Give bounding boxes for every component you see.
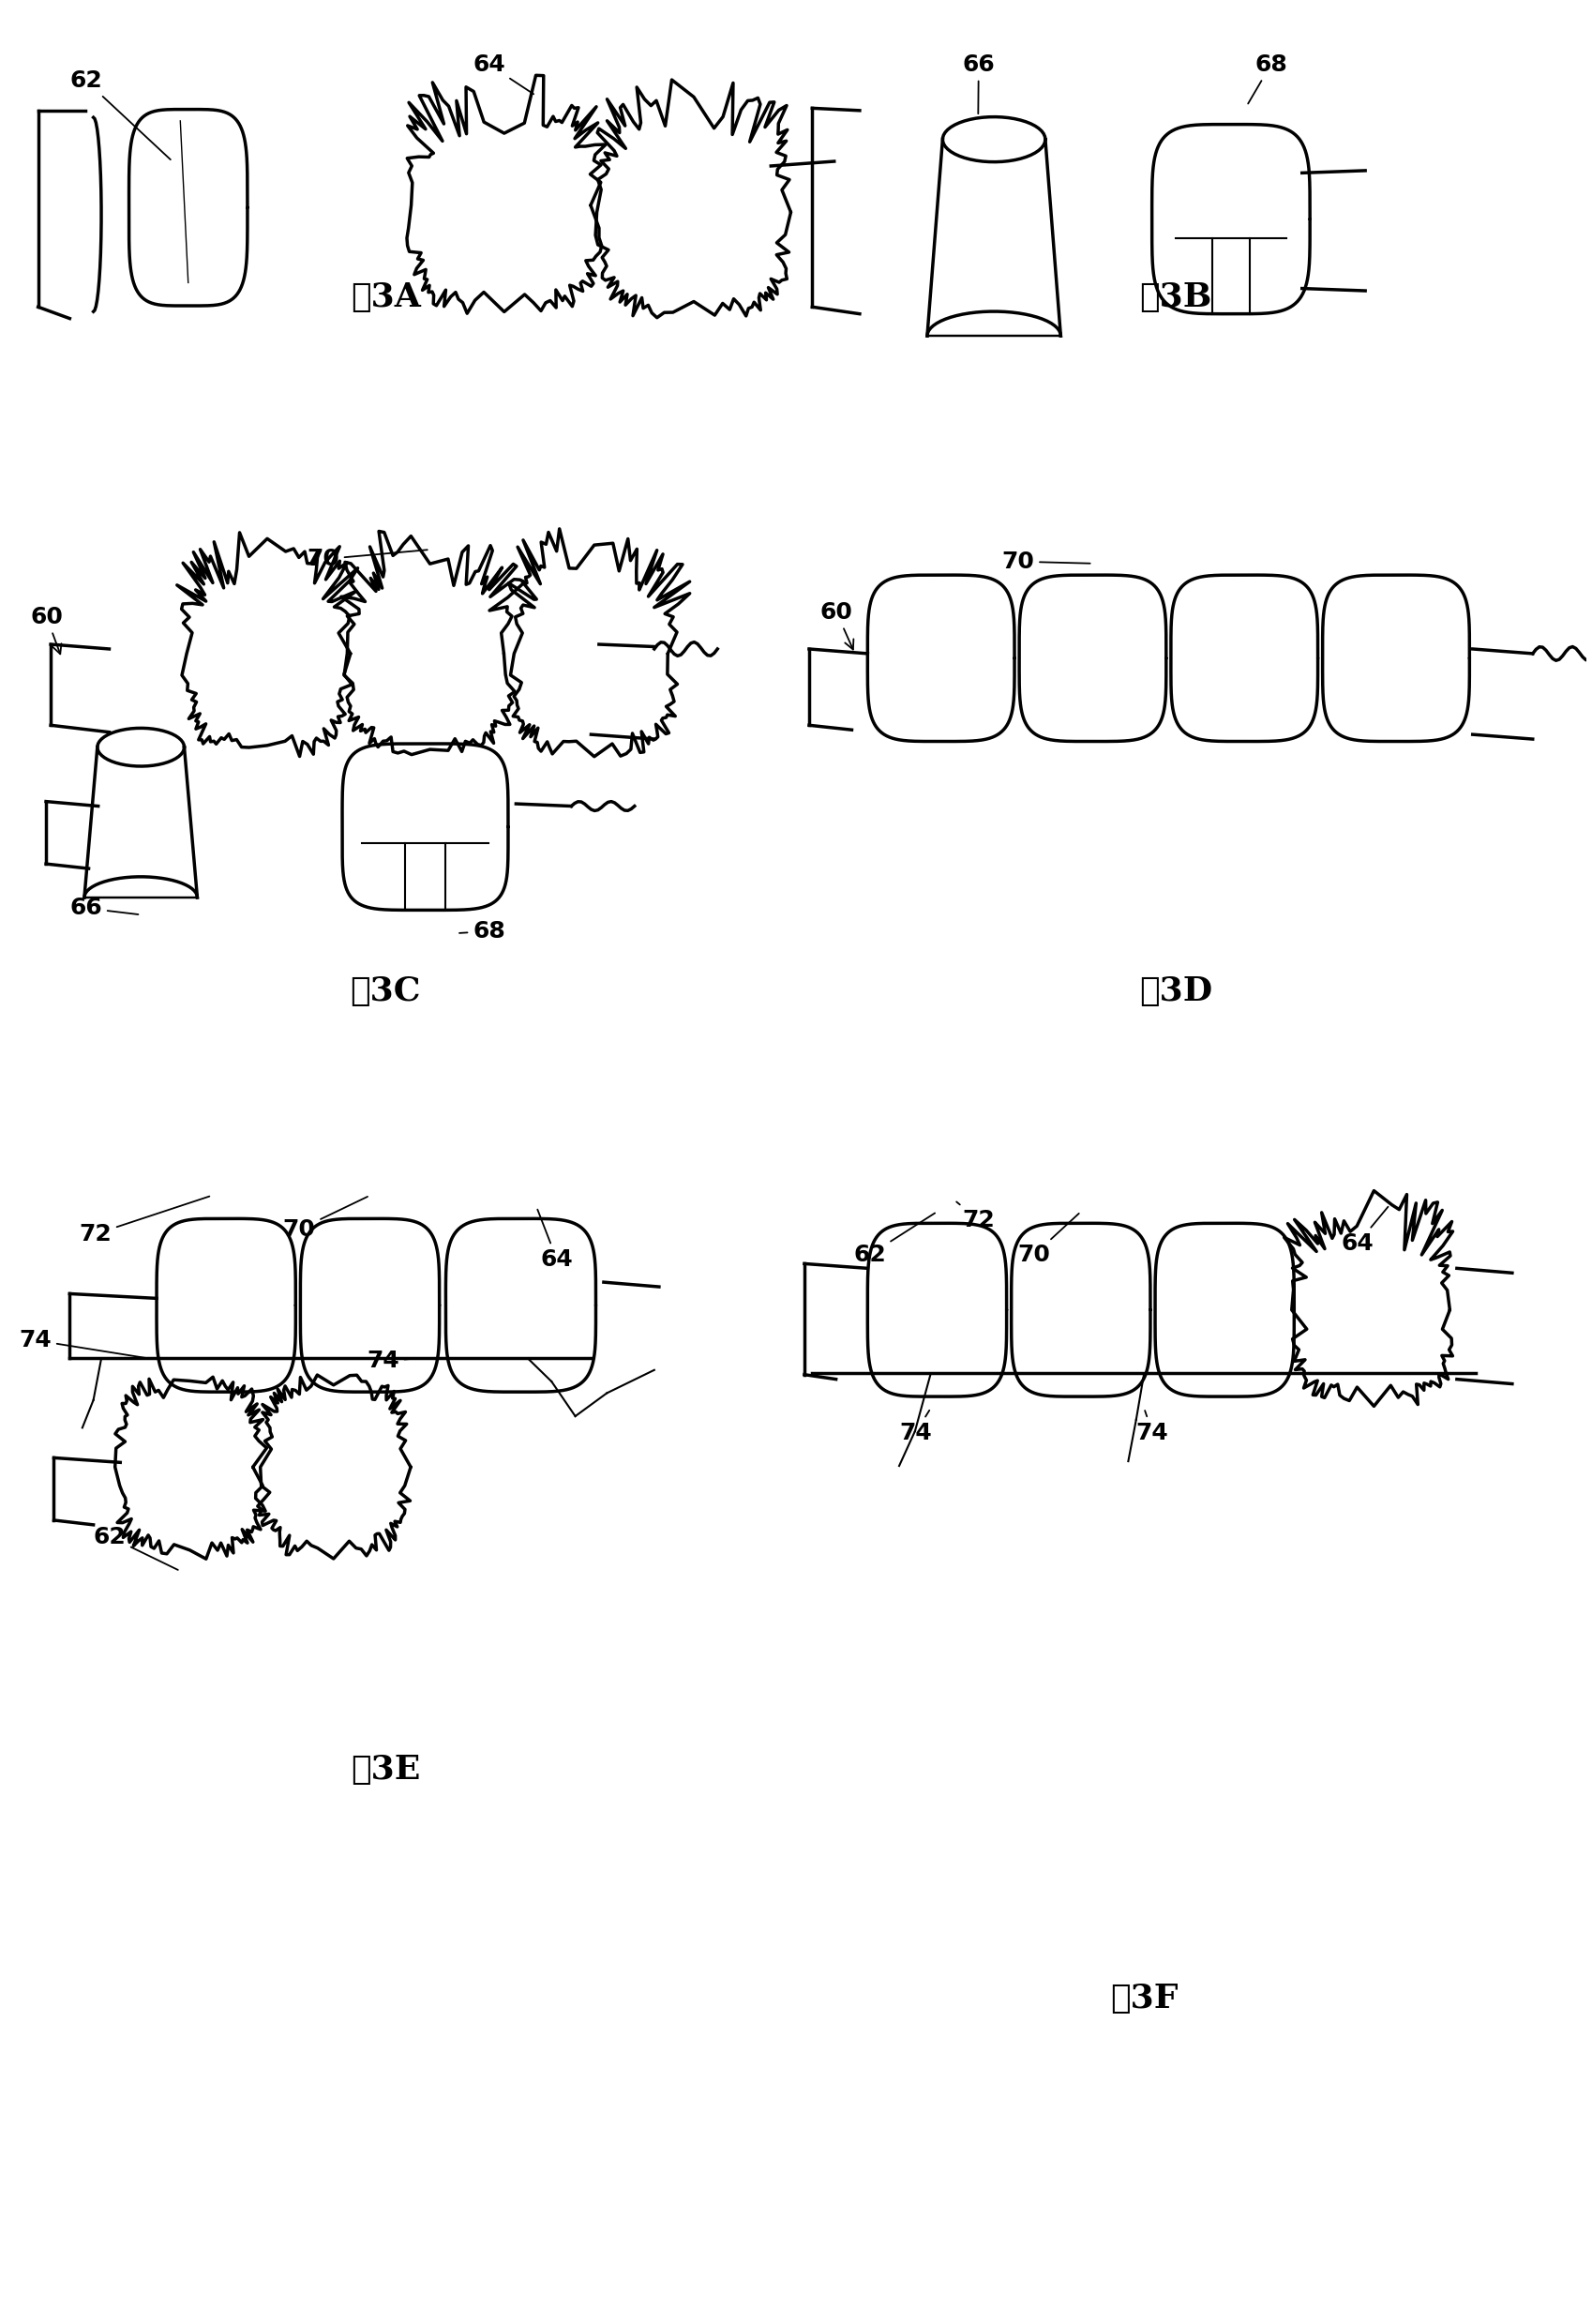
Text: 70: 70 <box>1001 551 1089 572</box>
Text: 68: 68 <box>1247 53 1286 105</box>
Text: 62: 62 <box>853 1213 935 1267</box>
Text: 图3E: 图3E <box>350 1755 420 1785</box>
Text: 64: 64 <box>1340 1206 1387 1255</box>
Text: 74: 74 <box>366 1350 414 1373</box>
Text: 70: 70 <box>283 1197 368 1241</box>
Text: 60: 60 <box>820 602 853 648</box>
Text: 72: 72 <box>955 1202 995 1232</box>
Text: 62: 62 <box>94 1525 178 1571</box>
Text: 64: 64 <box>537 1208 573 1271</box>
Text: 68: 68 <box>458 920 505 944</box>
Text: 图3A: 图3A <box>350 281 420 314</box>
Text: 74: 74 <box>19 1329 146 1357</box>
Text: 62: 62 <box>70 70 170 160</box>
Text: 70: 70 <box>307 548 427 569</box>
Text: 图3F: 图3F <box>1110 1982 1178 2015</box>
Text: 72: 72 <box>80 1197 209 1246</box>
Text: 74: 74 <box>1135 1411 1169 1443</box>
Text: 70: 70 <box>1017 1213 1078 1267</box>
Text: 64: 64 <box>473 53 533 93</box>
Text: 66: 66 <box>962 53 995 114</box>
Text: 74: 74 <box>898 1411 931 1443</box>
Text: 60: 60 <box>30 607 62 653</box>
Text: 图3B: 图3B <box>1138 281 1212 314</box>
Text: 66: 66 <box>70 897 139 920</box>
Text: 图3C: 图3C <box>350 976 420 1006</box>
Text: 图3D: 图3D <box>1138 976 1212 1006</box>
